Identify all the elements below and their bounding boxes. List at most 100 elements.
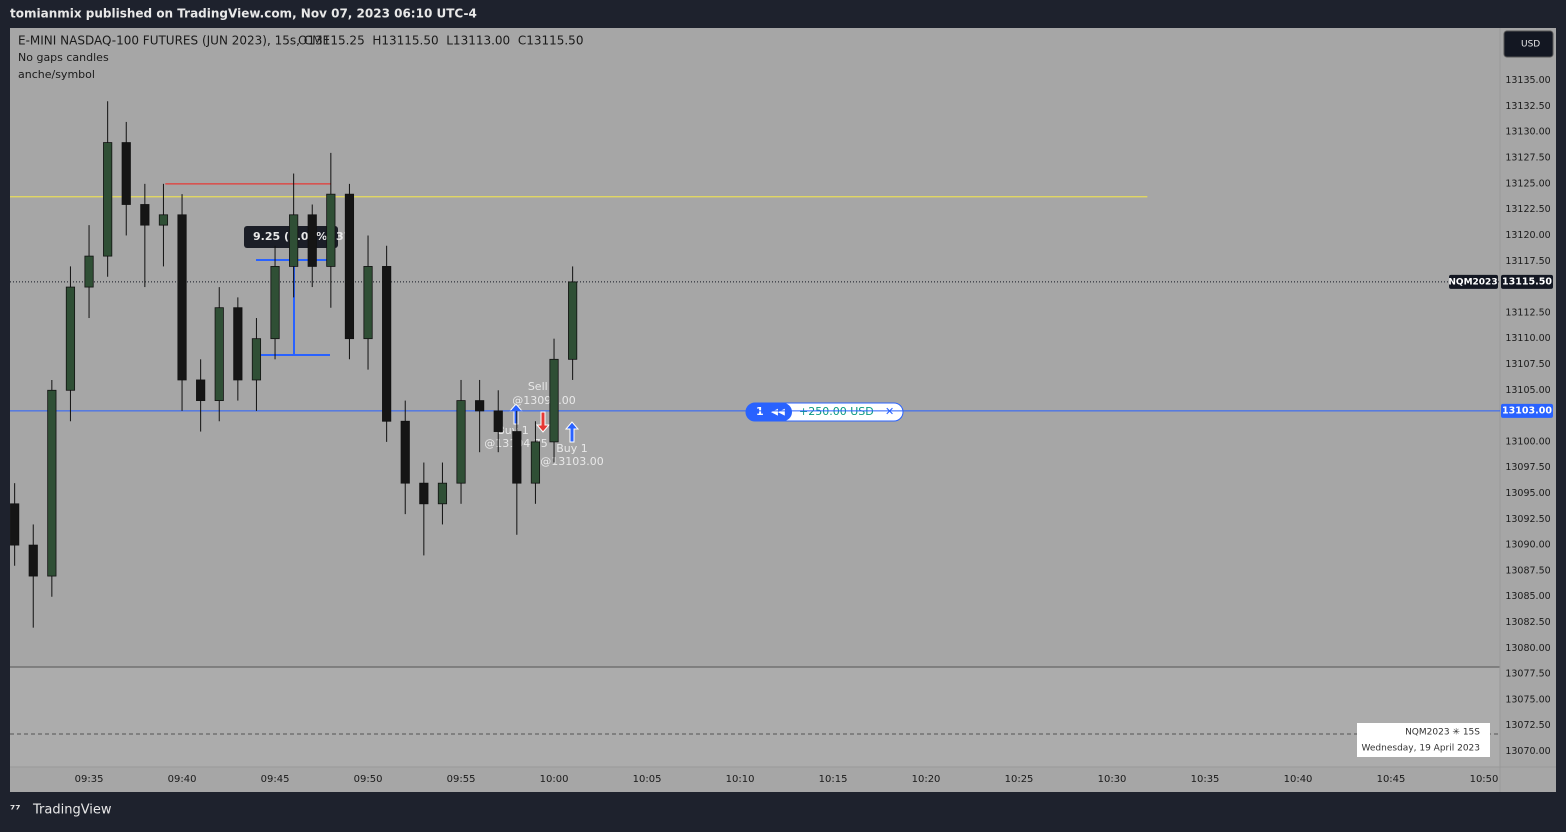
- candle-body: [196, 379, 206, 401]
- candle-body: [568, 281, 578, 360]
- y-tick-label: 13132.50: [1505, 101, 1550, 112]
- x-tick-label: 09:50: [354, 774, 383, 785]
- trade-side: Buy 1: [556, 442, 588, 455]
- x-tick-label: 10:45: [1377, 774, 1406, 785]
- y-tick-label: 13127.50: [1505, 153, 1550, 164]
- y-tick-label: 13075.00: [1505, 694, 1550, 705]
- candle-body: [382, 266, 392, 422]
- position-qty-box[interactable]: [746, 403, 792, 421]
- x-tick-label: 10:00: [540, 774, 569, 785]
- candle-body: [158, 214, 169, 226]
- candle-body: [530, 441, 541, 484]
- candle-body: [84, 255, 94, 288]
- candle-body: [344, 193, 355, 340]
- x-tick-label: 10:30: [1098, 774, 1127, 785]
- candle-body: [419, 482, 429, 505]
- trade-price: @13096.00: [512, 394, 576, 407]
- candle-body: [10, 503, 20, 546]
- candle-body: [65, 286, 76, 391]
- x-tick-label: 09:55: [447, 774, 476, 785]
- info-date: Wednesday, 19 April 2023: [1362, 744, 1480, 754]
- close-position[interactable]: ✕: [885, 405, 894, 418]
- reverse-icon[interactable]: ◀◀: [771, 408, 785, 418]
- y-tick-label: 13090.00: [1505, 540, 1550, 551]
- currency-button[interactable]: [1503, 30, 1554, 58]
- trade-price: @13103.00: [540, 455, 604, 468]
- legend-ohlc: O13115.25 H13115.50 L13113.00 C13115.50: [298, 34, 583, 48]
- candle-body: [177, 214, 187, 381]
- candle-body: [47, 389, 57, 577]
- y-tick-label: 13077.50: [1505, 669, 1550, 680]
- candle-body: [214, 307, 224, 401]
- x-tick-label: 09:35: [75, 774, 104, 785]
- y-tick-label: 13105.00: [1505, 385, 1550, 396]
- candle-body: [512, 431, 522, 484]
- y-tick-label: 13087.50: [1505, 565, 1550, 576]
- candle-body: [475, 400, 485, 412]
- y-tick-label: 13112.50: [1505, 307, 1550, 318]
- x-tick-label: 10:05: [633, 774, 662, 785]
- plot: 13135.00 13132.50 13130.00 13127.50 13125.00…: [10, 75, 1553, 785]
- x-tick-label: 10:50: [1470, 774, 1499, 785]
- x-tick-label: 10:25: [1005, 774, 1034, 785]
- candle-body: [493, 410, 503, 432]
- candle-body: [437, 482, 448, 505]
- candle-body: [326, 193, 336, 267]
- candle-body: [400, 420, 410, 484]
- y-tick-label: 13120.00: [1505, 230, 1550, 241]
- x-tick-label: 09:45: [261, 774, 290, 785]
- y-tick-label: 13110.00: [1505, 333, 1550, 344]
- y-tick-label: 13070.00: [1505, 746, 1550, 757]
- publisher: tomianmix published on TradingView.com, …: [10, 7, 477, 21]
- x-tick-label: 10:15: [819, 774, 848, 785]
- candle-body: [103, 142, 113, 257]
- y-tick-label: 13130.00: [1505, 127, 1550, 138]
- y-tick-label: 13100.00: [1505, 436, 1550, 447]
- x-tick-label: 10:10: [726, 774, 755, 785]
- currency-label[interactable]: USD: [1521, 40, 1540, 50]
- x-tick-label: 10:40: [1284, 774, 1313, 785]
- candle-body: [289, 214, 299, 267]
- candle-body: [233, 307, 243, 381]
- legend-symbol: E-MINI NASDAQ-100 FUTURES (JUN 2023), 15…: [18, 34, 330, 48]
- candle-body: [270, 266, 280, 340]
- y-tick-label: 13135.00: [1505, 75, 1550, 86]
- candle-body: [140, 204, 150, 226]
- info-box: [1357, 723, 1490, 757]
- brand-logo: ⁷⁷: [10, 803, 21, 817]
- price-label: 13103.00: [1502, 405, 1552, 416]
- position-pnl: +250.00 USD: [799, 405, 874, 418]
- y-tick-label: 13085.00: [1505, 591, 1550, 602]
- lower-pane: [10, 667, 1500, 767]
- legend-line: No gaps candles: [18, 51, 109, 64]
- y-tick-label: 13117.50: [1505, 256, 1550, 267]
- candle-body: [28, 544, 38, 577]
- price-label-box: [1501, 403, 1553, 418]
- y-tick-label: 13092.50: [1505, 514, 1550, 525]
- y-tick-label: 13122.50: [1505, 204, 1550, 215]
- y-tick-label: 13080.00: [1505, 643, 1550, 654]
- symbol-label: NQM2023: [1448, 277, 1497, 287]
- candle-body: [549, 358, 559, 443]
- buy-arrow: [564, 421, 580, 443]
- x-tick-label: 10:35: [1191, 774, 1220, 785]
- symbol-label-box: [1449, 274, 1498, 289]
- sell-arrow: [535, 411, 551, 433]
- position-qty[interactable]: 1: [756, 405, 764, 418]
- info-symbol: NQM2023 ✳ 15S: [1405, 728, 1480, 738]
- y-tick-label: 13125.00: [1505, 178, 1550, 189]
- y-tick-label: 13072.50: [1505, 720, 1550, 731]
- price-label: 13115.50: [1502, 276, 1552, 287]
- candle-body: [456, 400, 466, 484]
- candle-body: [121, 142, 131, 205]
- x-tick-label: 10:20: [912, 774, 941, 785]
- y-tick-label: 13082.50: [1505, 617, 1550, 628]
- y-tick-label: 13095.00: [1505, 488, 1550, 499]
- measure-text: 9.25 (0.07%) 37: [253, 230, 351, 243]
- x-tick-label: 09:40: [168, 774, 197, 785]
- candle-body: [251, 338, 262, 381]
- y-tick-label: 13097.50: [1505, 462, 1550, 473]
- candle-body: [307, 214, 317, 267]
